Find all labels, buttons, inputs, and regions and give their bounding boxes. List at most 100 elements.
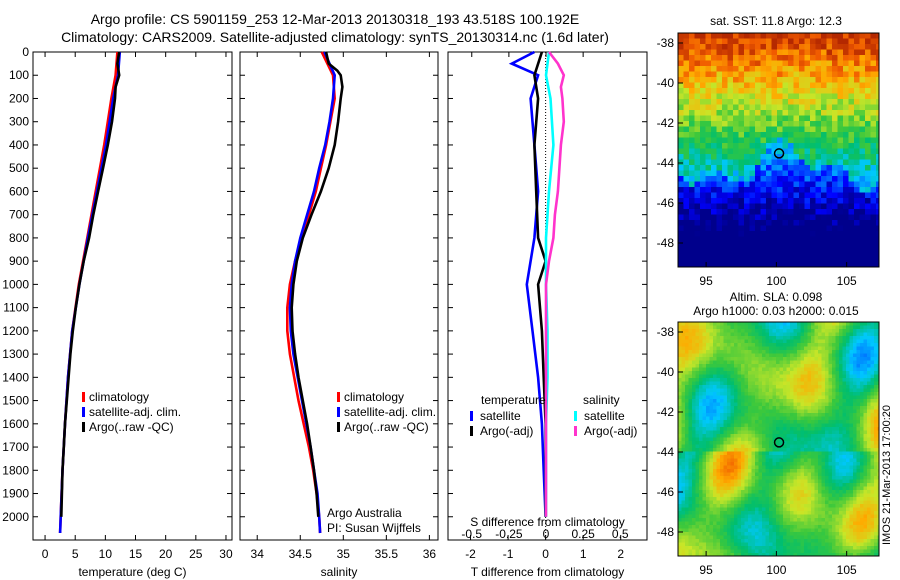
heatmap-cell — [843, 38, 850, 45]
heatmap-cell — [738, 192, 745, 199]
heatmap-cell — [793, 451, 798, 456]
heatmap-cell — [766, 60, 773, 67]
heatmap-cell — [776, 406, 781, 411]
heatmap-cell — [760, 258, 767, 265]
heatmap-cell — [779, 427, 784, 432]
heatmap-cell — [758, 385, 763, 390]
heatmap-cell — [734, 392, 739, 397]
heatmap-cell — [716, 132, 723, 139]
heatmap-cell — [733, 44, 740, 51]
heatmap-cell — [811, 434, 816, 439]
heatmap-cell — [821, 381, 826, 386]
heatmap-cell — [783, 427, 788, 432]
heatmap-cell — [793, 325, 798, 330]
heatmap-cell — [810, 49, 817, 56]
heatmap-cell — [738, 264, 745, 267]
heatmap-cell — [760, 38, 767, 45]
heatmap-cell — [863, 388, 868, 393]
heatmap-cell — [744, 38, 751, 45]
heatmap-cell — [807, 420, 812, 425]
heatmap-cell — [727, 181, 734, 188]
heatmap-cell — [758, 434, 763, 439]
heatmap-cell — [772, 427, 777, 432]
heatmap-cell — [859, 132, 866, 139]
heatmap-cell — [772, 388, 777, 393]
heatmap-cell — [711, 198, 718, 205]
heatmap-cell — [849, 483, 854, 488]
heatmap-cell — [782, 126, 789, 133]
heatmap-cell — [720, 420, 725, 425]
heatmap-cell — [793, 462, 798, 467]
heatmap-cell — [782, 49, 789, 56]
heatmap-cell — [755, 198, 762, 205]
heatmap-cell — [738, 38, 745, 45]
heatmap-cell — [681, 462, 686, 467]
heatmap-cell — [771, 181, 778, 188]
heatmap-cell — [709, 325, 714, 330]
heatmap-cell — [765, 409, 770, 414]
heatmap-cell — [807, 409, 812, 414]
heatmap-cell — [678, 441, 683, 446]
heatmap-cell — [835, 402, 840, 407]
heatmap-cells — [678, 322, 879, 556]
heatmap-cell — [699, 402, 704, 407]
heatmap-cell — [716, 378, 721, 383]
heatmap-cell — [738, 247, 745, 254]
heatmap-cell — [722, 38, 729, 45]
heatmap-cell — [854, 165, 861, 172]
heatmap-cell — [835, 437, 840, 442]
heatmap-cell — [832, 198, 839, 205]
heatmap-cell — [848, 198, 855, 205]
heatmap-cell — [777, 88, 784, 95]
heatmap-cell — [762, 339, 767, 344]
heatmap-cell — [762, 497, 767, 502]
heatmap-cell — [865, 88, 872, 95]
heatmap-cell — [815, 165, 822, 172]
heatmap-cell — [837, 82, 844, 89]
heatmap-cell — [702, 451, 707, 456]
heatmap-cell — [777, 148, 784, 155]
heatmap-cell — [755, 104, 762, 111]
heatmap-cell — [688, 490, 693, 495]
heatmap-cell — [786, 427, 791, 432]
heatmap-cell — [870, 444, 875, 449]
heatmap-cell — [859, 192, 866, 199]
heatmap-cell — [870, 247, 877, 254]
heatmap-cell — [839, 367, 844, 372]
heatmap-cell — [760, 115, 767, 122]
heatmap-cell — [681, 448, 686, 453]
heatmap-cell — [733, 198, 740, 205]
heatmap-cell — [810, 247, 817, 254]
heatmap-cell — [783, 416, 788, 421]
heatmap-cell — [766, 49, 773, 56]
heatmap-cell — [769, 490, 774, 495]
heatmap-cell — [786, 357, 791, 362]
heatmap-cell — [782, 159, 789, 166]
heatmap-cell — [815, 258, 822, 265]
heatmap-cell — [832, 44, 839, 51]
heatmap-cell — [876, 66, 879, 73]
heatmap-cell — [837, 154, 844, 161]
heatmap-cell — [765, 483, 770, 488]
heatmap-cell — [867, 343, 872, 348]
heatmap-cell — [786, 493, 791, 498]
heatmap-cell — [821, 336, 826, 341]
heatmap-cell — [859, 33, 866, 40]
heatmap-cell — [835, 406, 840, 411]
heatmap-cell — [730, 325, 735, 330]
heatmap-cell — [804, 220, 811, 227]
heatmap-cell — [793, 60, 800, 67]
heatmap-cell — [860, 458, 865, 463]
heatmap-cell — [865, 93, 872, 100]
heatmap-cell — [705, 170, 712, 177]
heatmap-cell — [848, 71, 855, 78]
heatmap-cell — [793, 329, 798, 334]
heatmap-cell — [799, 176, 806, 183]
heatmap-cell — [790, 472, 795, 477]
heatmap-cell — [702, 381, 707, 386]
heatmap-cell — [700, 220, 707, 227]
heatmap-cell — [678, 329, 683, 334]
heatmap-cell — [856, 346, 861, 351]
legend-swatch — [470, 411, 473, 421]
heatmap-cell — [849, 458, 854, 463]
